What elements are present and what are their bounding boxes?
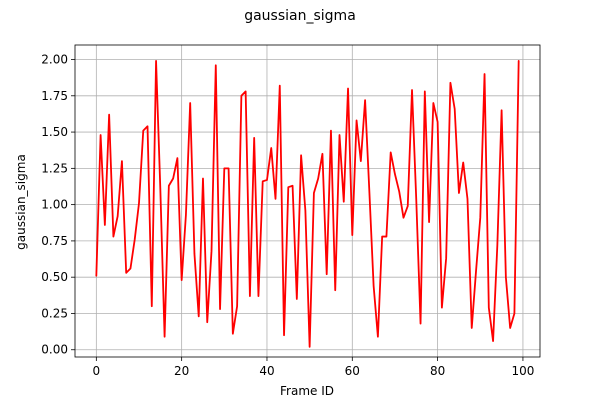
x-tick-label: 80 xyxy=(430,364,445,378)
y-tick-label: 0.75 xyxy=(41,234,68,248)
y-tick-label: 2.00 xyxy=(41,53,68,67)
x-tick-label: 100 xyxy=(511,364,534,378)
y-tick-label: 1.25 xyxy=(41,161,68,175)
x-tick-label: 60 xyxy=(345,364,360,378)
y-tick-label: 1.75 xyxy=(41,89,68,103)
x-tick-label: 0 xyxy=(93,364,101,378)
grid-layer xyxy=(75,45,540,357)
axes-layer xyxy=(75,45,540,357)
y-tick-label: 1.00 xyxy=(41,198,68,212)
y-tick-label: 1.50 xyxy=(41,125,68,139)
y-tick-label: 0.50 xyxy=(41,270,68,284)
y-axis-label: gaussian_sigma xyxy=(14,154,28,250)
chart-title: gaussian_sigma xyxy=(244,8,356,24)
plot-frame xyxy=(75,45,540,357)
x-tick-label: 20 xyxy=(174,364,189,378)
y-tick-label: 0.25 xyxy=(41,306,68,320)
series-line xyxy=(96,61,518,347)
y-tick-label: 0.00 xyxy=(41,343,68,357)
series-layer xyxy=(96,61,518,347)
x-tick-label: 40 xyxy=(259,364,274,378)
x-axis-label: Frame ID xyxy=(280,384,334,398)
